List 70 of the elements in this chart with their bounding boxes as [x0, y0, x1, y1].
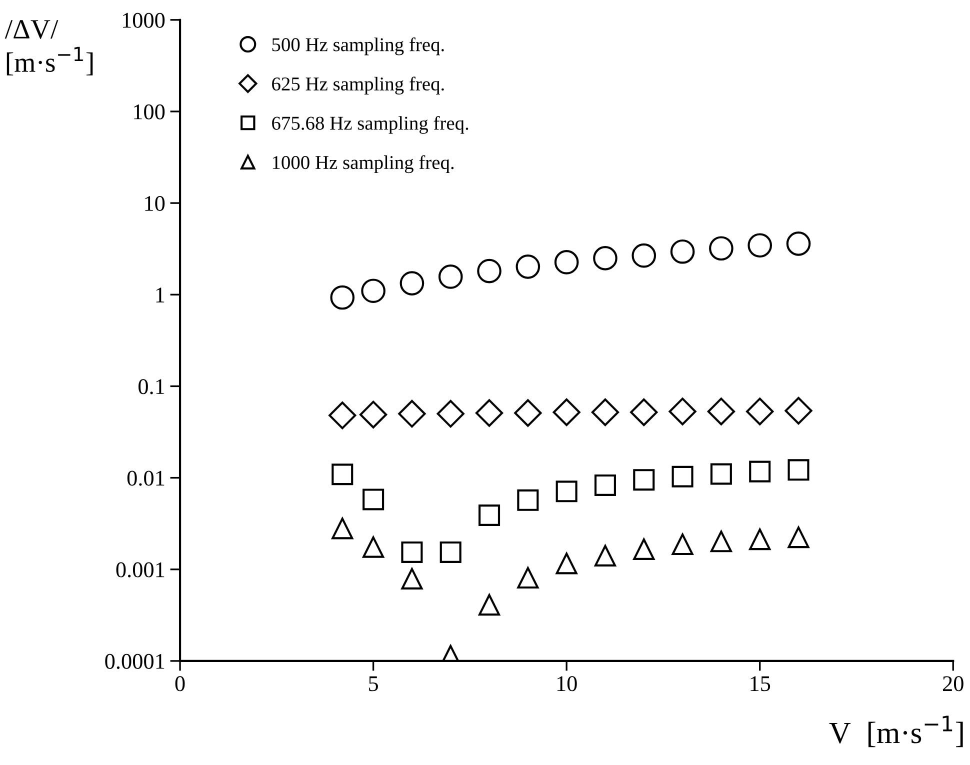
point [556, 552, 578, 574]
point [517, 566, 539, 589]
point [710, 463, 732, 485]
point [748, 233, 772, 258]
point [400, 271, 424, 296]
x-tick-label: 15 [750, 676, 770, 692]
point [436, 400, 464, 428]
point [633, 538, 655, 560]
legend-label: 1000 Hz sampling freq. [272, 155, 454, 174]
point [478, 504, 500, 526]
point [517, 489, 539, 511]
point [328, 402, 356, 430]
point [672, 466, 694, 488]
point [438, 264, 463, 289]
y-axis-title: /ΔV/ [m·s$^{−1}$] [4, 20, 93, 76]
y-tick-label: 10 [145, 196, 165, 211]
point [710, 530, 732, 552]
point [670, 239, 695, 264]
point [362, 536, 384, 558]
point [401, 568, 423, 590]
point [788, 459, 810, 481]
point [556, 480, 578, 502]
point [361, 278, 386, 303]
point [362, 488, 384, 510]
legend-label: 675.68 Hz sampling freq. [272, 116, 468, 134]
x-tick-label: 20 [942, 676, 964, 692]
point [552, 398, 580, 426]
point [784, 396, 812, 425]
point [332, 518, 354, 540]
x-axis-title: V [m·s$^{−1}$] [829, 716, 963, 748]
x-tick-label: 10 [557, 676, 577, 692]
x-tick-label: 0 [175, 676, 185, 692]
y-tick-label: 0.01 [127, 470, 164, 486]
point [332, 464, 354, 486]
point [554, 250, 579, 274]
y-tick-label: 0.001 [116, 562, 164, 578]
point [594, 544, 616, 566]
point [593, 246, 618, 270]
point [633, 469, 655, 491]
y-tick-label: 1 [156, 288, 164, 302]
point [330, 285, 355, 310]
point [788, 526, 810, 548]
point [630, 398, 658, 426]
point [749, 528, 771, 550]
point [632, 243, 656, 268]
point [672, 534, 694, 556]
y-tick-label: 0.1 [138, 379, 164, 394]
point [516, 254, 540, 279]
y-tick-label: 1000 [122, 12, 165, 28]
point [398, 400, 426, 428]
point [401, 541, 423, 563]
point [746, 398, 774, 426]
point [478, 594, 500, 616]
legend-label: 500 Hz sampling freq. [272, 37, 444, 56]
point [786, 232, 811, 256]
point [475, 399, 504, 427]
point [749, 460, 771, 482]
point [591, 398, 620, 426]
point [594, 474, 616, 496]
point [514, 399, 542, 427]
point [709, 236, 734, 261]
legend-label: 625 Hz sampling freq. [272, 76, 444, 95]
x-tick-label: 5 [369, 676, 378, 692]
point [668, 398, 696, 426]
y-tick-label: 100 [134, 104, 165, 120]
y-tick-label: 0.0001 [105, 654, 164, 669]
point [359, 400, 388, 428]
point [707, 398, 736, 426]
point [440, 541, 462, 563]
point [477, 258, 502, 284]
